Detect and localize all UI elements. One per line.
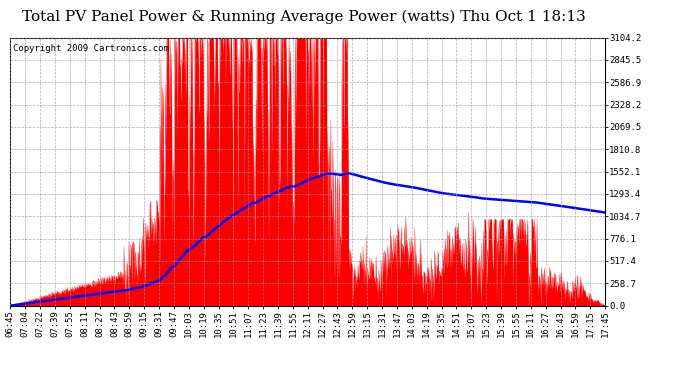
Text: Copyright 2009 Cartronics.com: Copyright 2009 Cartronics.com (13, 44, 169, 53)
Text: Total PV Panel Power & Running Average Power (watts) Thu Oct 1 18:13: Total PV Panel Power & Running Average P… (21, 9, 586, 24)
